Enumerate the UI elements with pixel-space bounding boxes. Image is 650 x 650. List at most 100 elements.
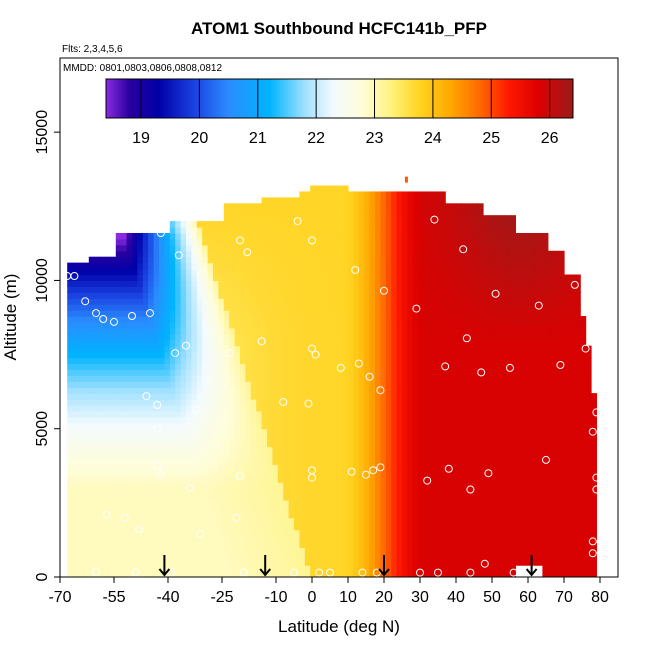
heatmap-cell — [234, 292, 241, 299]
heatmap-cell — [342, 440, 349, 448]
heatmap-cell — [115, 381, 122, 388]
heatmap-cell — [477, 559, 484, 566]
heatmap-cell — [105, 559, 111, 566]
heatmap-cell — [115, 571, 122, 577]
heatmap-cell — [105, 470, 111, 477]
heatmap-cell — [488, 440, 495, 448]
heatmap-cell — [353, 256, 360, 264]
heatmap-cell — [315, 559, 322, 566]
heatmap-cell — [72, 274, 79, 282]
heatmap-cell — [402, 393, 408, 400]
heatmap-cell — [78, 387, 84, 394]
heatmap-cell — [391, 274, 398, 282]
heatmap-cell — [456, 327, 462, 335]
heatmap-cell — [294, 547, 300, 554]
heatmap-cell — [461, 452, 468, 459]
heatmap-cell — [148, 553, 155, 560]
heatmap-cell — [418, 470, 425, 477]
heatmap-cell — [461, 458, 468, 465]
heatmap-cell — [331, 232, 338, 240]
heatmap-cell — [267, 505, 273, 513]
heatmap-cell — [148, 529, 155, 537]
heatmap-cell — [283, 535, 290, 543]
heatmap-cell — [321, 203, 327, 210]
heatmap-cell — [472, 238, 479, 246]
heatmap-cell — [423, 274, 430, 282]
heatmap-cell — [72, 452, 79, 459]
heatmap-cell — [493, 280, 500, 287]
heatmap-cell — [358, 511, 365, 519]
heatmap-cell — [250, 482, 257, 489]
heatmap-cell — [461, 499, 468, 507]
heatmap-cell — [439, 428, 446, 436]
heatmap-cell — [229, 428, 236, 436]
heatmap-cell — [67, 476, 74, 483]
heatmap-cell — [137, 440, 144, 448]
heatmap-cell — [137, 505, 144, 513]
heatmap-cell — [110, 529, 117, 537]
heatmap-cell — [412, 268, 419, 276]
heatmap-cell — [488, 339, 495, 347]
heatmap-cell — [115, 268, 122, 276]
heatmap-cell — [412, 256, 419, 264]
heatmap-cell — [434, 488, 441, 495]
heatmap-cell — [218, 345, 225, 353]
heatmap-cell — [391, 488, 398, 495]
heatmap-cell — [477, 553, 484, 560]
heatmap-cell — [466, 422, 473, 430]
heatmap-cell — [402, 221, 408, 228]
heatmap-cell — [207, 470, 214, 477]
heatmap-cell — [288, 316, 295, 323]
heatmap-cell — [137, 452, 144, 459]
heatmap-cell — [83, 541, 90, 548]
heatmap-cell — [148, 559, 155, 566]
heatmap-cell — [342, 298, 349, 305]
heatmap-cell — [461, 541, 468, 548]
heatmap-cell — [450, 505, 457, 513]
heatmap-cell — [261, 215, 268, 222]
heatmap-cell — [105, 434, 111, 442]
heatmap-cell — [369, 387, 376, 394]
heatmap-cell — [83, 280, 90, 287]
heatmap-cell — [126, 410, 133, 418]
heatmap-cell — [326, 298, 333, 305]
heatmap-cell — [304, 221, 311, 228]
heatmap-cell — [186, 535, 192, 543]
heatmap-cell — [353, 238, 360, 246]
heatmap-cell — [402, 565, 408, 572]
heatmap-cell — [466, 203, 473, 210]
heatmap-cell — [234, 559, 241, 566]
heatmap-cell — [450, 244, 457, 252]
heatmap-cell — [175, 238, 182, 246]
heatmap-cell — [218, 304, 225, 311]
heatmap-cell — [477, 262, 484, 270]
heatmap-cell — [331, 387, 338, 394]
heatmap-cell — [385, 215, 392, 222]
heatmap-cell — [137, 535, 144, 543]
heatmap-cell — [434, 517, 441, 525]
heatmap-cell — [348, 232, 354, 240]
heatmap-cell — [375, 191, 381, 198]
heatmap-cell — [218, 298, 225, 305]
heatmap-cell — [159, 517, 165, 525]
heatmap-cell — [450, 250, 457, 258]
heatmap-cell — [412, 292, 419, 299]
heatmap-cell — [126, 238, 133, 246]
heatmap-cell — [83, 535, 90, 543]
heatmap-cell — [94, 304, 101, 311]
heatmap-cell — [358, 541, 365, 548]
heatmap-cell — [450, 446, 457, 454]
heatmap-cell — [88, 553, 95, 560]
heatmap-cell — [321, 464, 327, 471]
heatmap-cell — [375, 215, 381, 222]
heatmap-cell — [196, 244, 203, 252]
heatmap-cell — [240, 363, 246, 370]
heatmap-cell — [153, 464, 160, 471]
heatmap-cell — [488, 250, 495, 258]
heatmap-cell — [321, 529, 327, 537]
heatmap-cell — [434, 227, 441, 234]
heatmap-cell — [99, 393, 106, 400]
heatmap-cell — [283, 422, 290, 430]
heatmap-cell — [461, 553, 468, 560]
heatmap-cell — [121, 410, 128, 418]
